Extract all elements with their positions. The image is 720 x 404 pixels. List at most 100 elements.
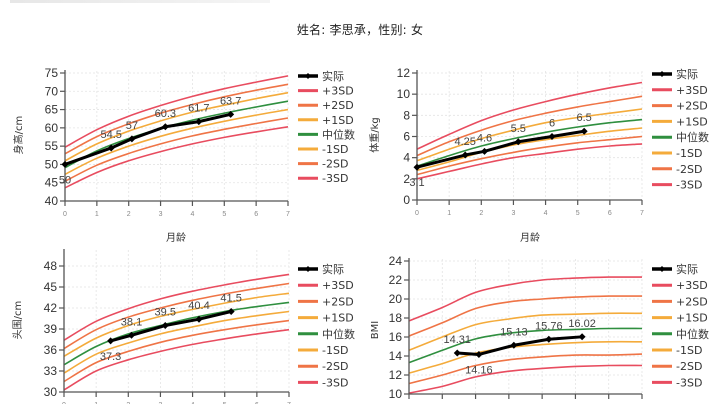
- data-point-marker[interactable]: [107, 337, 115, 345]
- data-point-marker[interactable]: [453, 349, 461, 357]
- y-tick-label: 18: [389, 311, 403, 325]
- legend-item[interactable]: -2SD: [652, 163, 702, 176]
- data-point-label: 37.3: [100, 351, 121, 363]
- legend-item[interactable]: 中位数: [652, 327, 709, 341]
- data-point-label: 41.5: [220, 293, 241, 305]
- legend-item[interactable]: +1SD: [652, 115, 708, 128]
- data-point-label: 15.13: [500, 326, 528, 338]
- curve-minus3SD: [64, 126, 289, 189]
- legend-item[interactable]: +3SD: [652, 84, 708, 97]
- legend-item[interactable]: -3SD: [652, 376, 702, 389]
- x-tick-label: 4: [190, 211, 194, 218]
- legend-item[interactable]: +2SD: [652, 295, 708, 308]
- data-point-marker[interactable]: [461, 151, 469, 159]
- data-point-marker[interactable]: [128, 331, 135, 339]
- x-tick-label: 6: [608, 210, 612, 217]
- data-point-marker[interactable]: [481, 147, 488, 155]
- legend-item[interactable]: 实际: [298, 262, 344, 276]
- data-point-label: 40.4: [188, 300, 209, 312]
- x-tick-label: 3: [159, 211, 163, 218]
- data-point-marker[interactable]: [227, 110, 235, 118]
- data-point-marker[interactable]: [227, 308, 235, 315]
- data-point-marker[interactable]: [514, 138, 522, 146]
- legend-item[interactable]: -3SD: [652, 179, 702, 192]
- legend-item[interactable]: 中位数: [652, 130, 709, 144]
- legend-item[interactable]: -3SD: [298, 172, 348, 185]
- legend-item[interactable]: -1SD: [298, 344, 348, 357]
- y-tick-label: 65: [45, 103, 59, 117]
- y-tick-label: 12: [389, 368, 403, 382]
- legend-label: +2SD: [676, 100, 708, 113]
- data-point-marker[interactable]: [580, 127, 588, 135]
- legend-label: +3SD: [322, 85, 354, 98]
- legend-item[interactable]: -2SD: [298, 360, 348, 373]
- x-tick-label: 7: [286, 211, 290, 218]
- legend: 实际 +3SD +2SD +1SD 中位数 -1SD -2SD -3SD: [298, 262, 355, 389]
- legend-item[interactable]: 中位数: [298, 127, 355, 141]
- y-axis-title: BMI: [370, 321, 381, 339]
- legend-marker-icon: [659, 71, 665, 77]
- curve-plus1SD: [64, 91, 289, 162]
- curve-plus1SD: [408, 312, 643, 352]
- legend-item[interactable]: -2SD: [652, 360, 702, 373]
- legend-item[interactable]: -3SD: [298, 376, 348, 389]
- data-point-marker[interactable]: [475, 350, 483, 358]
- legend-item[interactable]: 实际: [298, 69, 344, 83]
- curve-minus3SD: [416, 143, 643, 180]
- legend-item[interactable]: +3SD: [298, 279, 354, 292]
- data-point-marker[interactable]: [548, 133, 556, 140]
- legend-item[interactable]: +3SD: [652, 279, 708, 292]
- legend-item[interactable]: -2SD: [298, 158, 348, 171]
- data-point-marker[interactable]: [128, 135, 136, 143]
- legend-item[interactable]: 中位数: [298, 327, 355, 341]
- legend-label: +3SD: [676, 84, 708, 97]
- legend-label: +1SD: [676, 115, 708, 128]
- data-point-marker[interactable]: [545, 335, 553, 343]
- curve-plus1SD: [63, 292, 290, 357]
- legend-item[interactable]: +1SD: [298, 114, 354, 127]
- data-point-marker[interactable]: [195, 315, 203, 323]
- data-point-label: 14.16: [465, 364, 493, 376]
- legend-item[interactable]: +2SD: [652, 100, 708, 113]
- y-tick-label: 30: [44, 385, 58, 399]
- legend-item[interactable]: +2SD: [298, 99, 354, 112]
- legend-item[interactable]: 实际: [652, 67, 698, 81]
- legend-label: -3SD: [322, 376, 348, 389]
- data-point-marker[interactable]: [61, 160, 69, 168]
- x-tick-label: 6: [255, 402, 259, 404]
- legend-item[interactable]: +1SD: [652, 312, 708, 325]
- data-point-marker[interactable]: [578, 333, 586, 341]
- legend-marker-icon: [659, 266, 665, 272]
- reference-curves: [64, 75, 289, 189]
- data-point-marker[interactable]: [195, 118, 203, 126]
- legend-item[interactable]: +1SD: [298, 312, 354, 325]
- axes: 101214161820222401234567: [389, 254, 643, 401]
- y-tick-label: 10: [389, 387, 403, 401]
- curve-minus2SD: [64, 117, 289, 183]
- y-tick-label: 20: [389, 292, 403, 306]
- data-point-marker[interactable]: [510, 341, 518, 349]
- legend-item[interactable]: 实际: [652, 262, 698, 276]
- legend-label: +1SD: [322, 114, 354, 127]
- y-tick-label: 40: [45, 194, 59, 208]
- data-point-marker[interactable]: [413, 163, 421, 171]
- legend-item[interactable]: -1SD: [652, 147, 702, 160]
- data-point-marker[interactable]: [107, 144, 115, 152]
- y-tick-label: 48: [44, 259, 58, 273]
- actual-series: 37.3 38.1 39.5 40.4 41.5: [100, 293, 242, 363]
- y-axis-title: 体重/kg: [368, 117, 381, 153]
- y-tick-label: 33: [44, 364, 58, 378]
- x-tick-label: 5: [223, 402, 227, 404]
- y-tick-label: 55: [45, 139, 59, 153]
- data-point-marker[interactable]: [161, 123, 169, 131]
- legend-item[interactable]: -1SD: [652, 344, 702, 357]
- legend-item[interactable]: +3SD: [298, 85, 354, 98]
- y-tick-label: 6: [403, 130, 410, 144]
- y-axis-title: 头围/cm: [12, 301, 24, 340]
- legend-item[interactable]: -1SD: [298, 143, 348, 156]
- legend-item[interactable]: +2SD: [298, 295, 354, 308]
- data-point-label: 16.02: [568, 318, 596, 330]
- data-point-marker[interactable]: [161, 322, 169, 329]
